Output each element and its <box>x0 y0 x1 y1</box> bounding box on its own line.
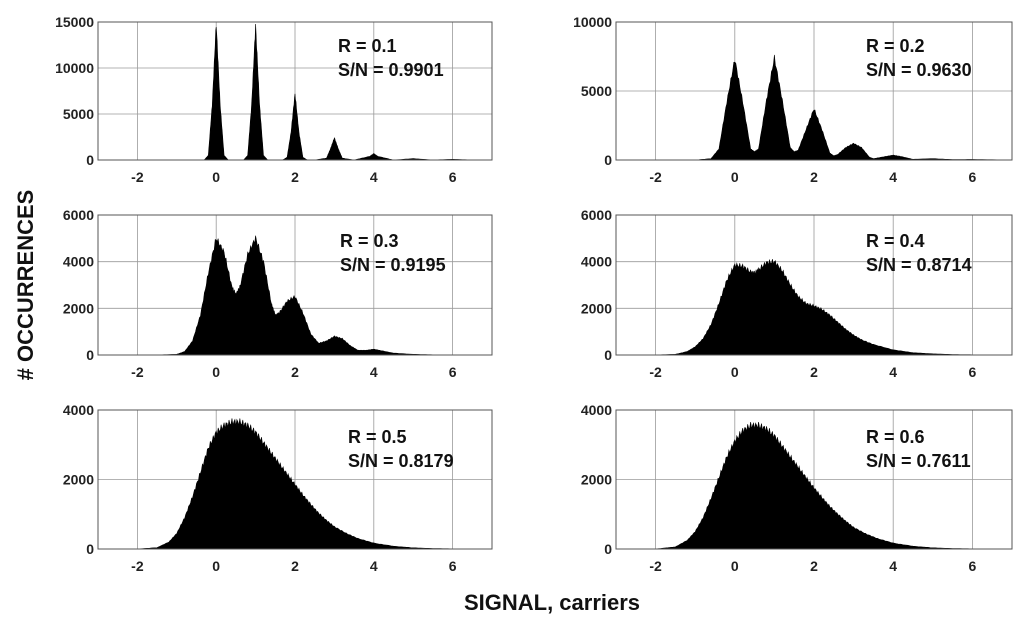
y-tick-label: 2000 <box>581 300 612 316</box>
histogram-area <box>157 235 493 356</box>
panel-r-0-4: -2 0 2 4 6 0 2000 4000 6000 R = 0.4 S/N = 0.8714 <box>581 207 1013 380</box>
x-tick-label: -2 <box>131 364 144 380</box>
x-tick-label: 2 <box>291 364 299 380</box>
y-tick-label: 6000 <box>63 207 94 223</box>
y-tick-label: 0 <box>604 152 612 168</box>
y-tick-label: 0 <box>86 541 94 557</box>
x-tick-label: 2 <box>810 169 818 185</box>
y-tick-label: 2000 <box>63 300 94 316</box>
x-tick-label: 0 <box>731 558 739 574</box>
y-tick-label: 4000 <box>63 402 94 418</box>
histogram-area <box>137 418 493 550</box>
x-tick-label: -2 <box>131 169 144 185</box>
x-tick-label: 6 <box>969 558 977 574</box>
histogram-area <box>655 258 1013 356</box>
x-tick-label: 4 <box>889 169 897 185</box>
annotation-r: R = 0.4 <box>866 231 925 251</box>
y-tick-label: 0 <box>86 347 94 363</box>
y-tick-label: 2000 <box>63 472 94 488</box>
panel-r-0-2: -2 0 2 4 6 0 5000 10000 R = 0.2 S/N = 0.9630 <box>573 14 1013 185</box>
y-tick-label: 4000 <box>581 254 612 270</box>
y-tick-label: 4000 <box>63 254 94 270</box>
x-tick-label: -2 <box>131 558 144 574</box>
y-tick-label: 6000 <box>581 207 612 223</box>
x-tick-label: 4 <box>370 558 378 574</box>
x-tick-label: 6 <box>969 364 977 380</box>
x-tick-label: 6 <box>449 558 457 574</box>
x-tick-label: 0 <box>212 364 220 380</box>
x-tick-label: 0 <box>212 558 220 574</box>
annotation-sn: S/N = 0.8179 <box>348 451 454 471</box>
panel-r-0-3: -2 0 2 4 6 0 2000 4000 6000 R = 0.3 S/N = 0.9195 <box>63 207 493 380</box>
x-tick-label: 0 <box>731 364 739 380</box>
annotation-r: R = 0.2 <box>866 36 925 56</box>
histogram-area <box>695 54 1013 161</box>
plot-frame <box>97 409 493 550</box>
y-tick-label: 10000 <box>55 60 94 76</box>
x-tick-label: 2 <box>291 558 299 574</box>
annotation-sn: S/N = 0.7611 <box>866 451 971 471</box>
x-tick-label: 0 <box>212 169 220 185</box>
x-tick-label: -2 <box>649 558 662 574</box>
y-tick-label: 15000 <box>55 14 94 30</box>
plot-frame <box>97 214 493 356</box>
x-tick-label: 4 <box>889 558 897 574</box>
y-tick-label: 0 <box>604 347 612 363</box>
x-tick-label: -2 <box>649 169 662 185</box>
x-tick-label: 4 <box>370 364 378 380</box>
y-tick-label: 2000 <box>581 472 612 488</box>
y-tick-label: 10000 <box>573 14 612 30</box>
x-tick-label: 0 <box>731 169 739 185</box>
x-tick-label: 6 <box>969 169 977 185</box>
panel-r-0-1: -2 0 2 4 6 0 5000 10000 15000 R = 0.1 S/N = 0.9901 <box>55 14 493 185</box>
annotation-r: R = 0.3 <box>340 231 399 251</box>
y-tick-label: 4000 <box>581 402 612 418</box>
plot-frame <box>615 214 1013 356</box>
panel-r-0-5: -2 0 2 4 6 0 2000 4000 R = 0.5 S/N = 0.8179 <box>63 402 493 574</box>
annotation-sn: S/N = 0.9630 <box>866 60 972 80</box>
x-tick-label: 6 <box>449 364 457 380</box>
x-tick-label: 2 <box>291 169 299 185</box>
x-axis-title: SIGNAL, carriers <box>464 590 640 615</box>
x-tick-label: 4 <box>889 364 897 380</box>
annotation-r: R = 0.6 <box>866 427 925 447</box>
histogram-area <box>176 23 492 161</box>
y-tick-label: 5000 <box>63 106 94 122</box>
annotation-sn: S/N = 0.9901 <box>338 60 444 80</box>
panel-r-0-6: -2 0 2 4 6 0 2000 4000 R = 0.6 S/N = 0.7611 <box>581 402 1013 574</box>
x-tick-label: 6 <box>449 169 457 185</box>
histogram-area <box>655 421 1013 550</box>
plot-frame <box>615 409 1013 550</box>
plot-frame <box>97 21 493 161</box>
plot-frame <box>615 21 1013 161</box>
y-tick-label: 5000 <box>581 83 612 99</box>
x-tick-label: 2 <box>810 364 818 380</box>
y-tick-label: 0 <box>86 152 94 168</box>
annotation-sn: S/N = 0.8714 <box>866 255 972 275</box>
x-tick-label: 4 <box>370 169 378 185</box>
x-tick-label: -2 <box>649 364 662 380</box>
annotation-r: R = 0.5 <box>348 427 407 447</box>
annotation-r: R = 0.1 <box>338 36 397 56</box>
annotation-sn: S/N = 0.9195 <box>340 255 446 275</box>
y-axis-title: # OCCURRENCES <box>13 190 38 381</box>
x-tick-label: 2 <box>810 558 818 574</box>
y-tick-label: 0 <box>604 541 612 557</box>
